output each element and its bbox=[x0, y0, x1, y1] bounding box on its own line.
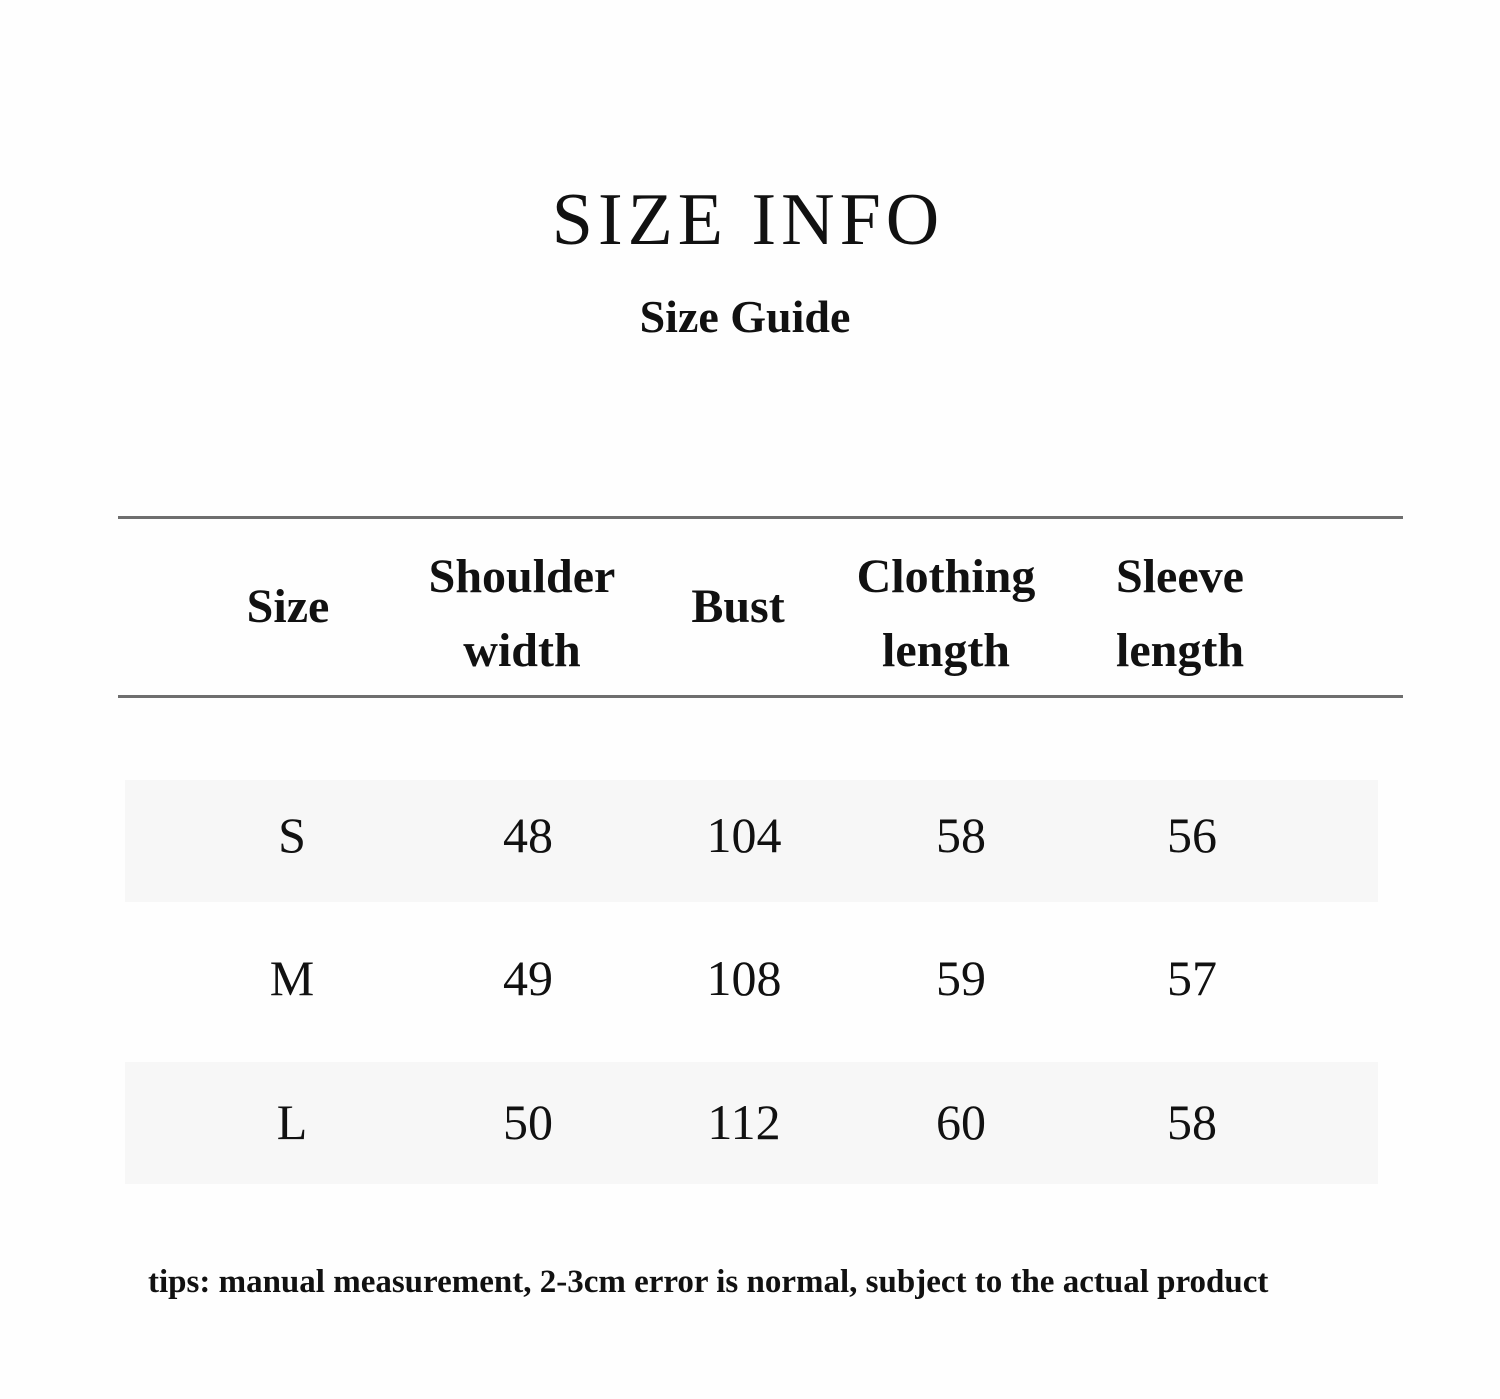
row-band-l bbox=[125, 1062, 1378, 1184]
measurement-cell: 59 bbox=[936, 950, 986, 1006]
tips-note: tips: manual measurement, 2-3cm error is… bbox=[148, 1264, 1269, 1300]
measurement-cell: 56 bbox=[1167, 807, 1217, 863]
column-header: Shoulder width bbox=[429, 540, 616, 688]
column-header-line: Clothing bbox=[856, 550, 1036, 603]
column-header-line: Sleeve bbox=[1116, 550, 1244, 603]
measurement-cell: 60 bbox=[936, 1094, 986, 1150]
table-top-rule bbox=[118, 516, 1403, 519]
column-header-line: Shoulder bbox=[428, 550, 616, 603]
row-band-s bbox=[125, 780, 1378, 902]
column-header: Size bbox=[247, 570, 330, 644]
column-header-line: width bbox=[463, 624, 581, 677]
column-header-line: length bbox=[881, 624, 1010, 677]
column-header-line: Size bbox=[246, 580, 330, 633]
measurement-cell: 58 bbox=[936, 807, 986, 863]
column-header: Sleeve length bbox=[1116, 540, 1244, 688]
column-header: Bust bbox=[691, 570, 784, 644]
page-subtitle: Size Guide bbox=[639, 291, 851, 342]
size-label-cell: M bbox=[269, 950, 315, 1006]
column-header-line: length bbox=[1115, 624, 1245, 677]
page-title: SIZE INFO bbox=[551, 179, 945, 261]
table-header-rule bbox=[118, 695, 1403, 698]
size-label-cell: S bbox=[278, 807, 306, 863]
measurement-cell: 112 bbox=[707, 1094, 781, 1150]
size-label-cell: L bbox=[276, 1094, 308, 1150]
measurement-cell: 108 bbox=[706, 950, 782, 1006]
column-header-line: Bust bbox=[691, 580, 785, 633]
column-header: Clothing length bbox=[857, 540, 1036, 688]
measurement-cell: 104 bbox=[706, 807, 782, 863]
measurement-cell: 50 bbox=[503, 1094, 553, 1150]
measurement-cell: 48 bbox=[503, 807, 553, 863]
measurement-cell: 58 bbox=[1167, 1094, 1217, 1150]
measurement-cell: 49 bbox=[503, 950, 553, 1006]
measurement-cell: 57 bbox=[1167, 950, 1217, 1006]
